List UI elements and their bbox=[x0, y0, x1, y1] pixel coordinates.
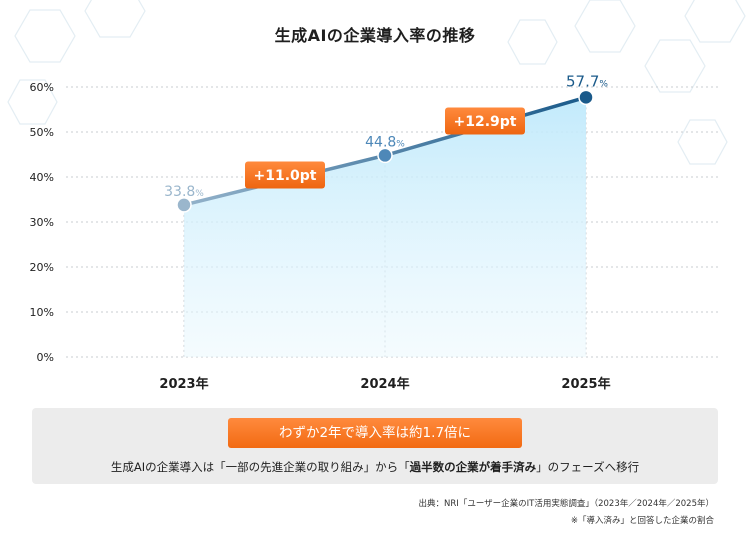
x-tick-label: 2025年 bbox=[561, 376, 610, 392]
summary-text-part1: 生成AIの企業導入は「一部の先進企業の取り組み」から「 bbox=[110, 460, 410, 474]
source-note: 出典：NRI「ユーザー企業のIT活用実態調査」（2023年／2024年／2025… bbox=[418, 499, 714, 509]
data-label: 33.8% bbox=[164, 184, 204, 200]
delta-callout-label: +12.9pt bbox=[454, 114, 517, 130]
x-tick-label: 2023年 bbox=[159, 376, 208, 392]
delta-callout bbox=[445, 107, 525, 135]
summary-text: 生成AIの企業導入は「一部の先進企業の取り組み」から「過半数の企業が着手済み」の… bbox=[32, 459, 718, 475]
delta-callout bbox=[245, 161, 325, 189]
footnote: ※「導入済み」と回答した企業の割合 bbox=[570, 516, 714, 526]
delta-callout-label: +11.0pt bbox=[254, 168, 317, 184]
y-tick-label: 60% bbox=[30, 81, 54, 94]
summary-text-part2: 」のフェーズへ移行 bbox=[536, 460, 640, 474]
y-tick-label: 10% bbox=[30, 306, 54, 319]
data-point bbox=[176, 197, 192, 213]
y-tick-label: 0% bbox=[37, 351, 54, 364]
chart-title: 生成AIの企業導入率の推移 bbox=[274, 26, 476, 45]
y-tick-label: 30% bbox=[30, 216, 54, 229]
data-label: 57.7% bbox=[566, 72, 608, 90]
data-point bbox=[578, 89, 594, 106]
y-tick-label: 20% bbox=[30, 261, 54, 274]
summary-box: わずか2年で導入率は約1.7倍に 生成AIの企業導入は「一部の先進企業の取り組み… bbox=[32, 408, 718, 484]
y-tick-label: 40% bbox=[30, 171, 54, 184]
data-label: 44.8% bbox=[365, 134, 405, 150]
area-fill bbox=[184, 97, 586, 357]
line-chart: 33.8% 44.8% 57.7% +11.0pt +12.9pt 0% 10% 20% 3… bbox=[30, 72, 718, 392]
x-tick-label: 2024年 bbox=[360, 376, 409, 392]
summary-text-bold: 過半数の企業が着手済み bbox=[409, 460, 537, 474]
y-tick-label: 50% bbox=[30, 126, 54, 139]
data-point bbox=[377, 147, 393, 164]
summary-badge: わずか2年で導入率は約1.7倍に bbox=[228, 418, 522, 448]
